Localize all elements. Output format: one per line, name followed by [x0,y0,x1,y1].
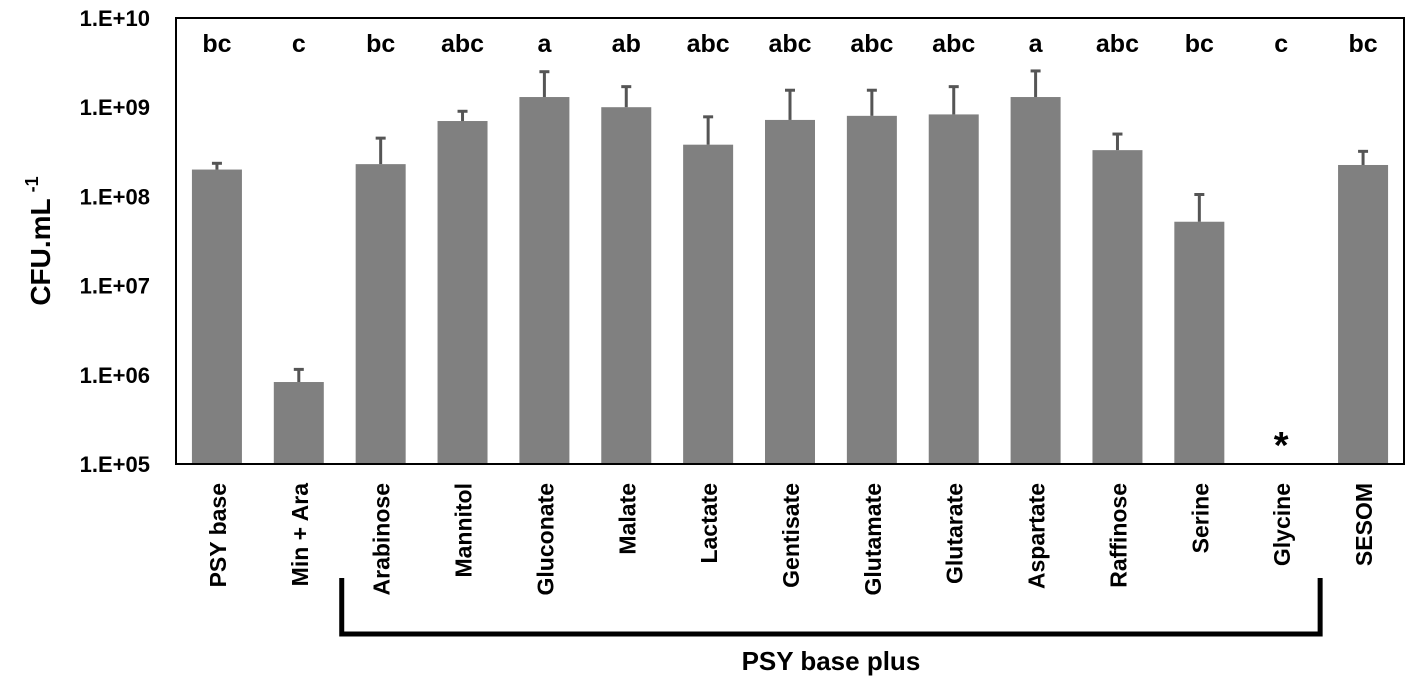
bar [846,115,897,465]
significance-letter: c [292,30,306,58]
significance-letter: a [537,30,552,58]
category-label: Raffinose [1105,483,1131,588]
y-tick-label: 1.E+09 [80,95,150,120]
y-axis-label-main: CFU.mL [25,198,56,305]
bar [601,107,652,464]
bar [355,164,406,464]
y-tick-label: 1.E+08 [80,184,150,209]
y-axis-label: CFU.mL -1 [22,176,56,305]
significance-letter: c [1274,30,1288,58]
group-bracket [339,578,1323,637]
error-bars-layer [211,69,1369,383]
bar [765,119,815,465]
significance-letter: abc [1096,30,1139,58]
significance-letter: abc [441,30,484,58]
bar [683,144,734,465]
category-label: Min + Ara [287,483,313,587]
significance-letter: bc [1348,30,1377,58]
group-label: PSY base plus [742,646,921,676]
significance-letter: abc [932,30,975,58]
y-axis-label-exponent: -1 [22,176,42,192]
y-tick-labels: 1.E+05 1.E+06 1.E+07 1.E+08 1.E+09 1.E+10 [80,6,150,477]
category-label: PSY base [205,483,231,587]
significance-letter: bc [366,30,395,58]
category-label: Glutarate [942,483,968,584]
category-label: Malate [614,483,640,555]
bar [1338,164,1389,464]
bars-layer [191,97,1389,465]
plot-area-frame [175,17,1405,465]
y-tick-label: 1.E+06 [80,363,150,388]
bar [1010,97,1061,464]
category-label: Gluconate [532,483,558,595]
category-label: Serine [1187,483,1213,553]
category-label: Mannitol [451,483,477,578]
bar [928,114,979,464]
significance-letters: bc c bc abc a ab abc abc abc abc a abc bc c bc [202,30,1377,58]
category-label: Arabinose [369,483,395,595]
category-label: Lactate [696,483,722,564]
bar [191,169,242,464]
significance-letter: abc [768,30,811,58]
bar [519,97,570,464]
no-growth-asterisk: * [1274,425,1289,467]
category-label: Aspartate [1024,483,1050,589]
y-tick-label: 1.E+10 [80,6,150,31]
bar [1092,150,1143,464]
significance-letter: ab [612,30,641,58]
significance-letter: abc [687,30,730,58]
category-label: Gentisate [778,483,804,588]
bar [273,382,324,464]
y-tick-label: 1.E+07 [80,274,150,299]
category-label: Glycine [1269,483,1295,566]
y-tick-label: 1.E+05 [80,452,150,477]
bar [437,121,488,464]
significance-letter: bc [1185,30,1214,58]
significance-letter: abc [850,30,893,58]
bar [1174,221,1225,464]
category-labels: PSY base Min + Ara Arabinose Mannitol Glucon… [205,483,1377,596]
category-label: Glutamate [860,483,886,595]
category-label: SESOM [1351,483,1377,566]
significance-letter: bc [202,30,231,58]
significance-letter: a [1029,30,1044,58]
